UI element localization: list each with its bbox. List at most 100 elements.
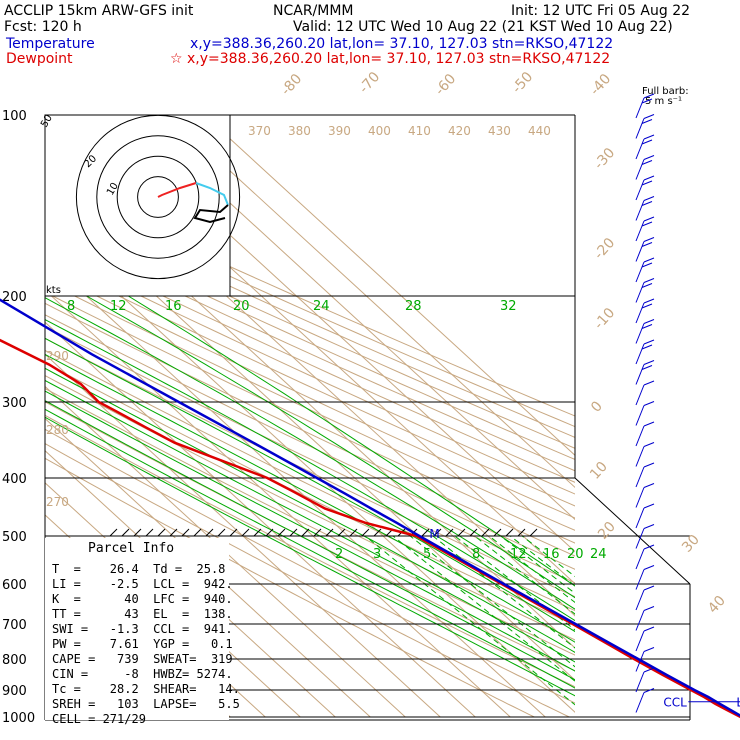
theta-e-label: 28: [405, 299, 422, 314]
hatch-mark: [253, 528, 262, 537]
wind-barb: [635, 651, 645, 672]
temperature-location: x,y=388.36,260.20 lat,lon= 37.10, 127.03…: [190, 36, 613, 52]
right-axis-slant: [574, 477, 691, 585]
wind-barb: [643, 339, 655, 345]
isotherm-line: [203, 115, 575, 456]
wind-barb: [641, 365, 653, 370]
wind-barb: [643, 647, 655, 652]
wind-barb: [635, 261, 645, 283]
wind-barb: [643, 93, 655, 99]
dry-adiabat: [45, 180, 575, 417]
isotherm-label: -20: [591, 235, 618, 263]
wind-barb: [641, 98, 653, 104]
isotherm-label: 10: [587, 459, 611, 483]
wind-barb: [641, 139, 653, 145]
isotherm-label: -30: [591, 145, 618, 173]
model-title: ACCLIP 15km ARW-GFS init: [4, 3, 194, 19]
wind-barb: [641, 201, 653, 206]
pressure-label: 900: [2, 684, 27, 699]
parcel-info-bg: [45, 538, 229, 720]
hatch-mark: [445, 528, 454, 537]
hatch-mark: [505, 528, 514, 537]
temperature-line: [0, 298, 740, 717]
wind-barb: [635, 138, 645, 160]
theta-e-label: 16: [165, 299, 182, 314]
legend-dewpoint: Dewpoint: [6, 51, 73, 67]
dry-adiabat: [45, 280, 575, 531]
mixing-ratio-line: [432, 535, 575, 649]
wind-barb: [635, 118, 645, 139]
wind-barb: [641, 283, 653, 288]
hatch-mark: [313, 528, 322, 537]
pressure-label: 300: [2, 396, 27, 411]
hatch-mark: [217, 528, 226, 537]
wind-barb: [643, 257, 655, 263]
hodograph-ring: [137, 176, 179, 218]
parcel-info-row: LI = -2.5 LCL = 942.: [52, 577, 233, 591]
isotherm-label: -80: [278, 71, 305, 99]
pressure-label: 700: [2, 618, 27, 633]
pressure-label: 200: [2, 290, 27, 305]
wind-barb: [643, 155, 655, 160]
wind-barb: [643, 278, 655, 283]
wind-barb: [635, 200, 645, 221]
wind-barb: [641, 242, 653, 247]
isotherm-label: -40: [587, 71, 614, 99]
parcel-info-row: SREH = 103 LAPSE= 5.5: [52, 697, 240, 711]
isotherm-line: [45, 417, 371, 718]
parcel-info-row: T = 26.4 Td = 25.8: [52, 562, 225, 576]
mixing-ratio-label: 5: [423, 547, 431, 562]
wind-barb: [635, 548, 645, 570]
wind-barb: [635, 569, 645, 590]
theta-label: 270: [46, 495, 69, 509]
parcel-info-panel: Parcel Info T = 26.4 Td = 25.8LI = -2.5 L…: [45, 538, 240, 726]
dry-adiabat: [45, 443, 575, 718]
hatch-mark: [289, 528, 298, 537]
wind-barb: [643, 626, 655, 632]
barb-note-line1: Full barb:: [642, 86, 689, 97]
wind-barb: [641, 303, 653, 309]
pressure-label: 1000: [2, 711, 35, 726]
hatch-mark: [469, 528, 478, 537]
wind-barb: [635, 692, 645, 713]
wind-barb: [635, 507, 645, 529]
hatch-mark: [433, 528, 442, 537]
dry-adiabat: [45, 199, 575, 438]
theta-label: 370: [248, 124, 271, 138]
isotherm-label: -70: [356, 69, 383, 97]
theta-label: 440: [528, 124, 551, 138]
wind-barb: [641, 344, 653, 350]
parcel-info-row: K = 40 LFC = 940.: [52, 592, 233, 606]
wind-barb: [643, 585, 655, 591]
wind-barb: [635, 323, 645, 344]
theta-e-label: 12: [110, 299, 127, 314]
theta-e-label: 8: [67, 299, 75, 314]
wind-barb: [635, 220, 645, 242]
isotherm-label: -10: [591, 305, 618, 333]
valid-time: Valid: 12 UTC Wed 10 Aug 22 (21 KST Wed …: [293, 19, 673, 35]
hatch-mark: [241, 528, 250, 537]
parcel-info-row: TT = 43 EL = 138.: [52, 607, 233, 621]
dry-adiabat: [45, 362, 575, 626]
wind-barb: [641, 180, 653, 186]
mixing-ratio-line: [392, 535, 575, 682]
wind-barb: [643, 606, 655, 611]
lcl-label: LCL: [736, 696, 740, 710]
legend-temperature: Temperature: [5, 36, 95, 52]
theta-e-label: 24: [313, 299, 330, 314]
theta-label: 420: [448, 124, 471, 138]
wind-barb: [643, 483, 655, 488]
hodograph-trace: [195, 182, 229, 206]
dewpoint-location: ☆ x,y=388.36,260.20 lat,lon= 37.10, 127.…: [170, 51, 610, 67]
theta-label: 400: [368, 124, 391, 138]
wind-barb: [635, 364, 645, 385]
isotherm-label: 0: [588, 398, 606, 415]
theta-label: 280: [46, 423, 69, 437]
dry-adiabat: [45, 325, 575, 584]
wind-barb: [643, 319, 655, 324]
isotherm-label: 20: [595, 519, 619, 543]
mixing-ratio-label: 12: [510, 547, 527, 562]
hatch-mark: [349, 528, 358, 537]
theta-e-label: 20: [233, 299, 250, 314]
hatch-mark: [421, 528, 430, 537]
